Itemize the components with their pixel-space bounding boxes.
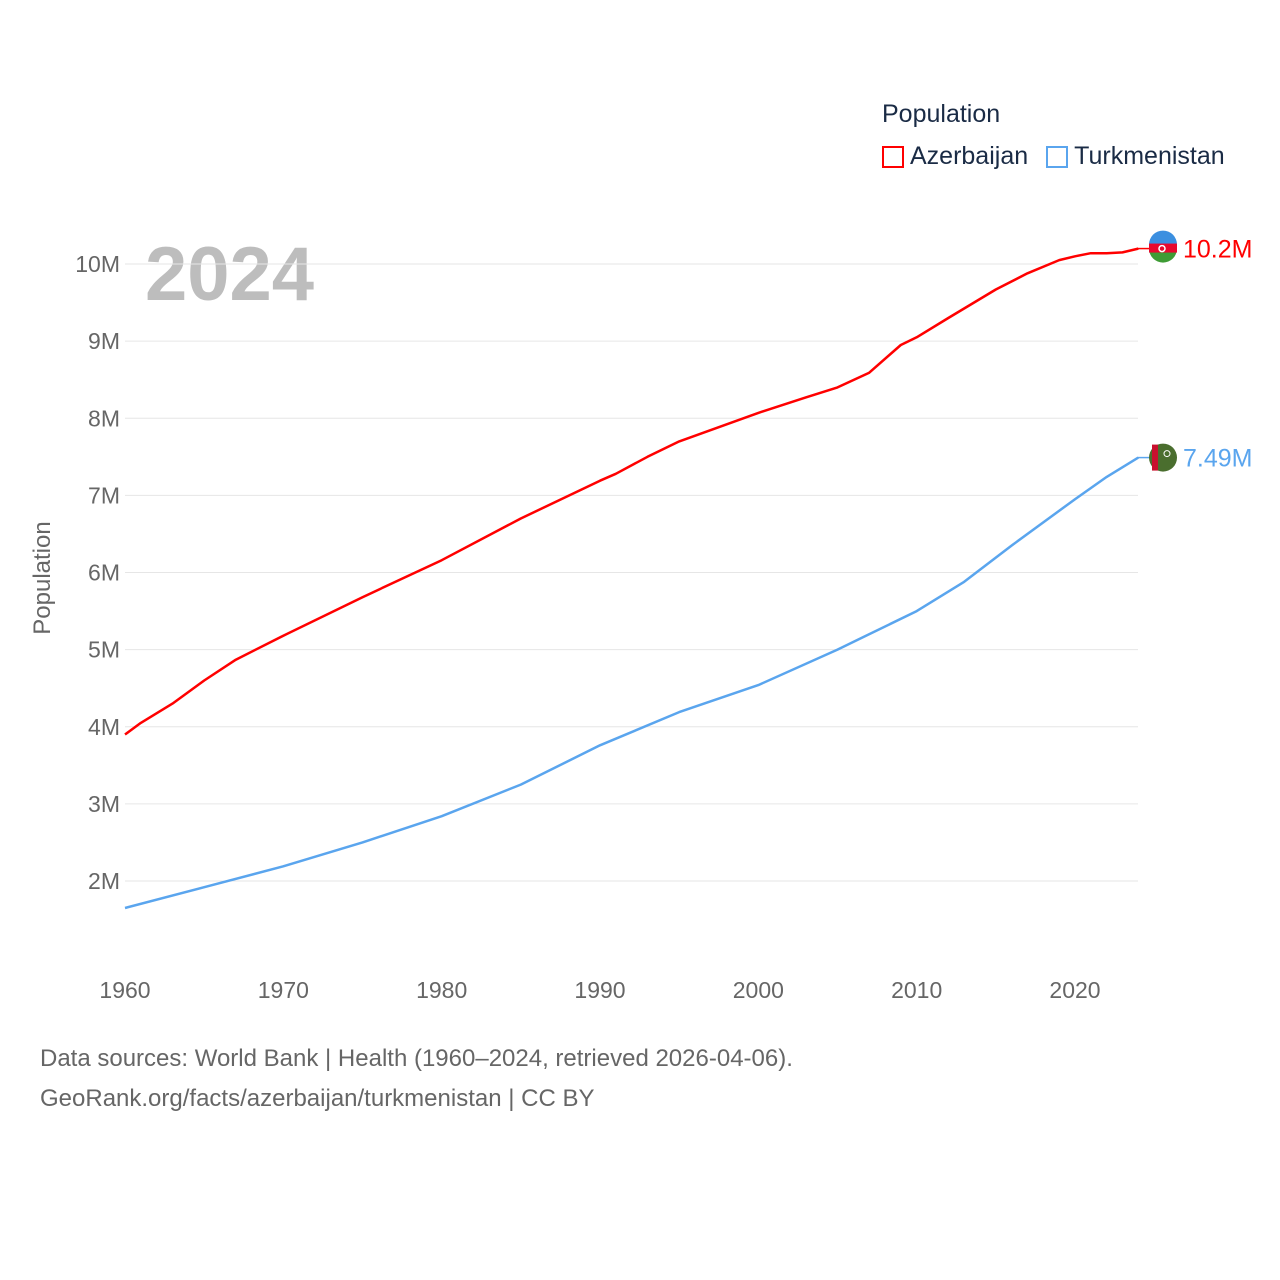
year-watermark: 2024 <box>145 232 314 317</box>
legend: Azerbaijan Turkmenistan <box>882 142 1225 171</box>
y-tick-label: 7M <box>88 482 120 508</box>
flag-stripe <box>1152 444 1158 471</box>
legend-title: Population <box>882 100 1001 128</box>
x-tick-label: 2020 <box>1049 977 1100 1003</box>
x-tick-label: 2010 <box>891 977 942 1003</box>
flag-band <box>1149 243 1177 253</box>
x-tick-label: 2000 <box>733 977 784 1003</box>
x-tick-label: 1980 <box>416 977 467 1003</box>
attribution-link[interactable]: GeoRank.org/facts/azerbaijan/turkmenista… <box>40 1085 595 1112</box>
y-tick-label: 4M <box>88 714 120 740</box>
legend-item-azerbaijan[interactable]: Azerbaijan <box>882 142 1028 171</box>
legend-swatch <box>882 145 904 168</box>
end-value-label: 7.49M <box>1183 445 1252 473</box>
x-tick-label: 1970 <box>258 977 309 1003</box>
legend-label: Turkmenistan <box>1074 142 1225 170</box>
flag-crescent <box>1158 244 1166 253</box>
x-tick-label: 1990 <box>574 977 625 1003</box>
legend-label: Azerbaijan <box>910 142 1029 170</box>
y-tick-label: 6M <box>88 560 120 586</box>
y-tick-label: 3M <box>88 791 120 817</box>
flag-band <box>1149 230 1178 245</box>
legend-swatch <box>1046 145 1069 168</box>
flag-crescent <box>1163 450 1171 458</box>
legend-item-turkmenistan[interactable]: Turkmenistan <box>1046 142 1225 171</box>
y-tick-label: 5M <box>88 637 120 663</box>
y-tick-label: 10M <box>75 251 120 277</box>
series-line-turkmenistan <box>124 456 1139 910</box>
y-tick-label: 9M <box>88 328 120 354</box>
y-tick-label: 2M <box>88 868 120 894</box>
y-tick-label: 8M <box>88 405 120 431</box>
data-source-text: Data sources: World Bank | Health (1960–… <box>40 1045 793 1072</box>
end-value-label: 10.2M <box>1183 236 1252 264</box>
y-axis-label: Population <box>29 521 56 634</box>
series-line-azerbaijan <box>124 247 1139 736</box>
x-tick-label: 1960 <box>99 977 150 1003</box>
